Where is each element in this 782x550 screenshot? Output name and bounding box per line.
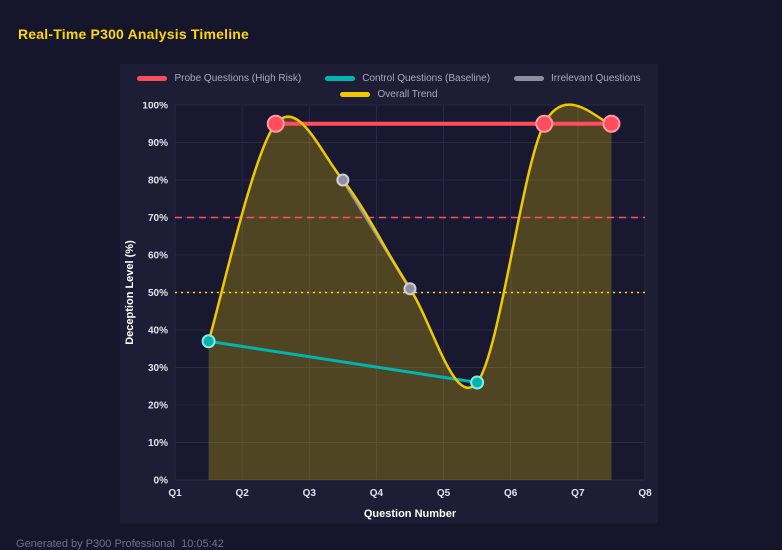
footer-text: Generated by P300 Professional 10:05:42 <box>16 538 224 550</box>
y-tick-label: 80% <box>148 176 168 187</box>
data-point-marker[interactable] <box>535 114 554 133</box>
legend-row: Probe Questions (High Risk) Control Quest… <box>120 73 658 84</box>
data-point-marker[interactable] <box>602 114 621 133</box>
legend-swatch <box>340 92 371 97</box>
legend-item[interactable]: Overall Trend <box>340 89 438 100</box>
legend-swatch <box>137 76 168 81</box>
y-tick-label: 50% <box>148 288 168 299</box>
data-point-marker[interactable] <box>201 334 216 349</box>
legend-label: Overall Trend <box>377 89 438 100</box>
series-line <box>207 339 479 384</box>
legend-label: Irrelevant Questions <box>551 73 641 84</box>
data-point-marker[interactable] <box>403 282 417 296</box>
y-axis-title: Deception Level (%) <box>124 240 136 345</box>
data-point-marker[interactable] <box>470 375 485 390</box>
x-tick-label: Q1 <box>168 488 182 499</box>
y-tick-label: 40% <box>148 326 168 337</box>
y-tick-label: 10% <box>148 438 168 449</box>
x-tick-label: Q5 <box>437 488 451 499</box>
y-tick-label: 30% <box>148 363 168 374</box>
y-tick-label: 60% <box>148 251 168 262</box>
x-tick-label: Q3 <box>303 488 317 499</box>
x-tick-label: Q7 <box>571 488 585 499</box>
page-title: Real-Time P300 Analysis Timeline <box>18 26 250 42</box>
y-tick-label: 20% <box>148 401 168 412</box>
y-tick-label: 90% <box>148 138 168 149</box>
legend-label: Control Questions (Baseline) <box>362 73 491 84</box>
y-tick-label: 70% <box>148 213 168 224</box>
data-point-marker[interactable] <box>336 173 350 187</box>
x-tick-label: Q8 <box>638 488 652 499</box>
legend-row: Overall Trend <box>120 89 658 100</box>
x-tick-label: Q4 <box>370 488 384 499</box>
x-tick-label: Q6 <box>504 488 518 499</box>
legend-swatch <box>325 76 356 81</box>
legend-item[interactable]: Control Questions (Baseline) <box>325 73 490 84</box>
y-tick-label: 0% <box>154 476 169 487</box>
x-axis-title: Question Number <box>364 508 457 520</box>
x-tick-label: Q2 <box>235 488 249 499</box>
chart-panel: Probe Questions (High Risk) Control Quest… <box>120 64 658 523</box>
y-tick-label: 100% <box>142 102 168 112</box>
p300-timeline-chart[interactable]: 0% 10% 20% 30% 40% 50% 60% 70% 80% 90% 100% Q1 Q2 Q3 Q… <box>120 102 658 523</box>
legend-item[interactable]: Probe Questions (High Risk) <box>137 73 301 84</box>
data-point-marker[interactable] <box>266 114 285 133</box>
chart-legend: Probe Questions (High Risk) Control Quest… <box>120 64 658 100</box>
legend-label: Probe Questions (High Risk) <box>174 73 302 84</box>
legend-swatch <box>514 76 545 81</box>
legend-item[interactable]: Irrelevant Questions <box>514 73 641 84</box>
